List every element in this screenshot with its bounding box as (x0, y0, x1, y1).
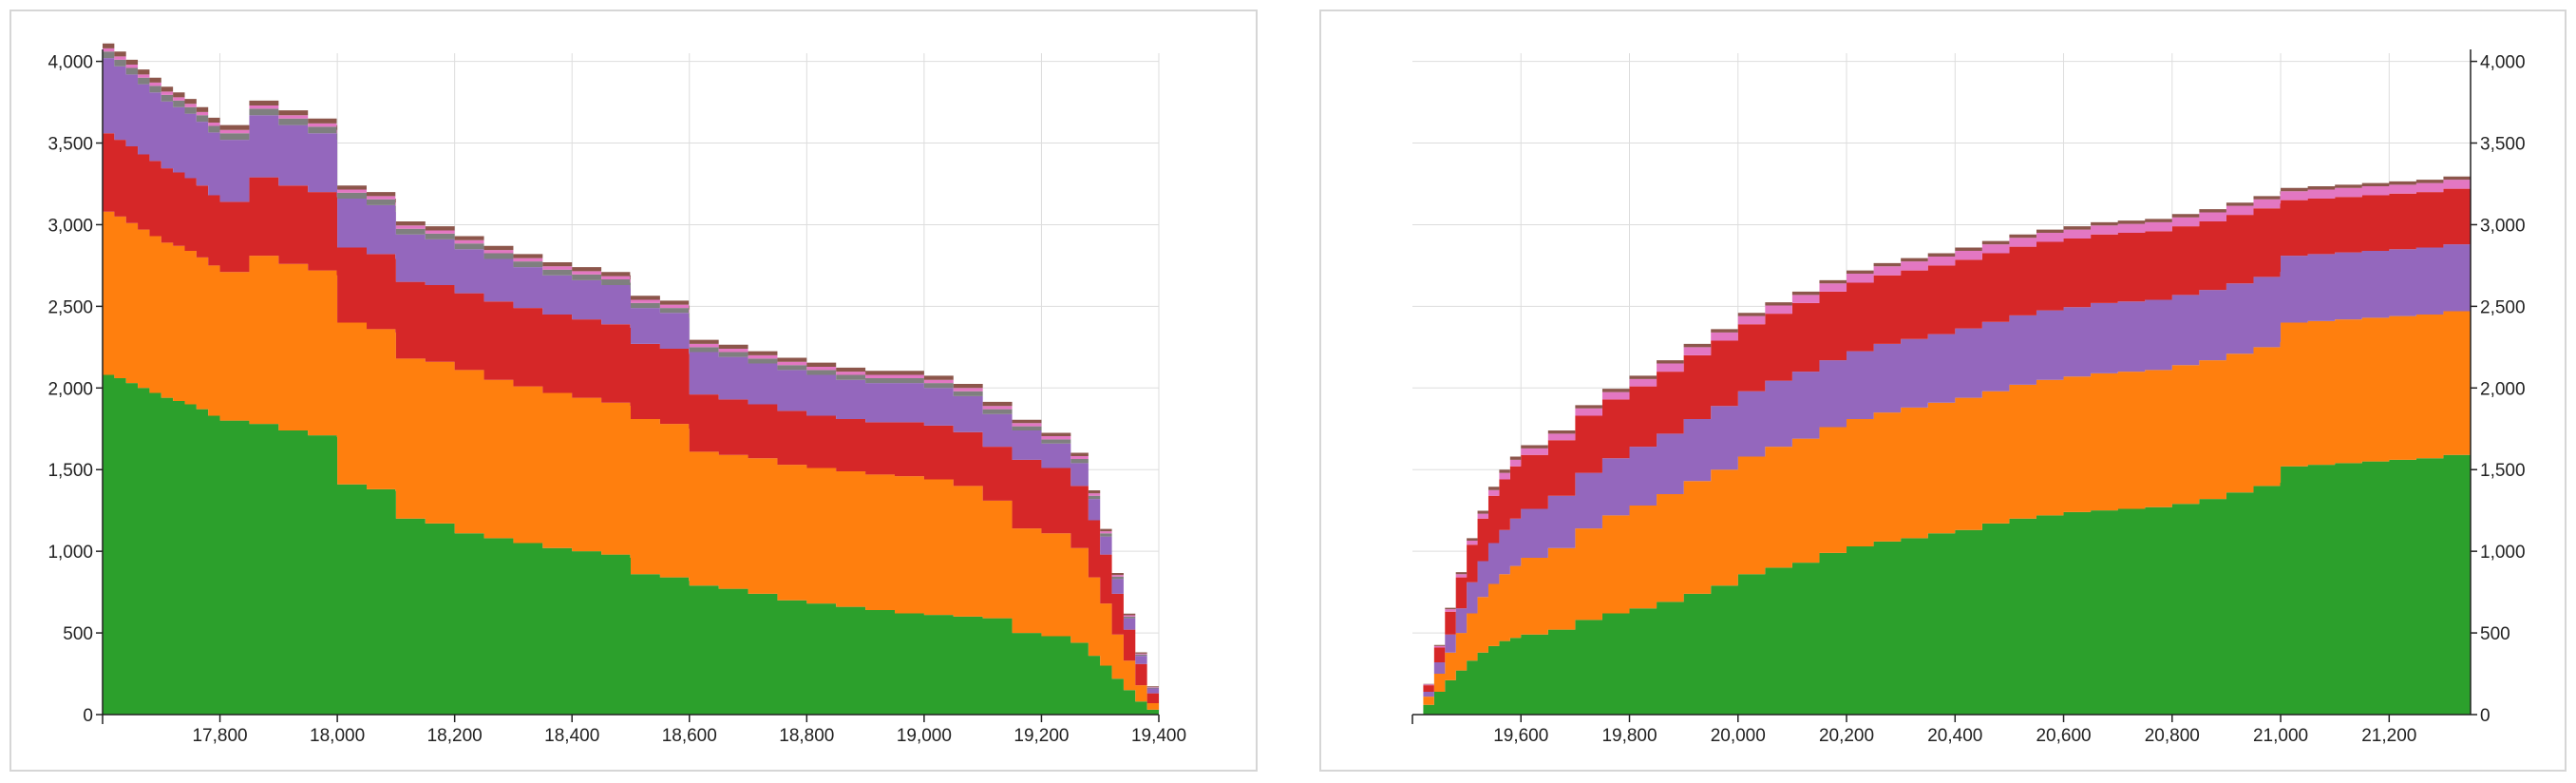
left-chart: 17,800 18,000 18,200 18,400 18,600 18,800 19,0… (47, 43, 1186, 746)
area-series-green (103, 374, 1159, 715)
x-tick-label: 19,200 (1013, 726, 1069, 746)
x-tick-label: 19,400 (1131, 726, 1186, 746)
area-series-orange (103, 211, 1159, 715)
x-tick-label: 18,600 (662, 726, 717, 746)
x-tick-label: 19,000 (897, 726, 952, 746)
y-tick-label: 1,000 (47, 543, 93, 563)
axes: 19,600 19,800 20,000 20,200 20,400 20,600 20,8… (1411, 49, 2526, 746)
area-series-pink (103, 48, 1159, 716)
area-series-red (103, 133, 1159, 716)
x-tick-label: 21,000 (2253, 726, 2308, 746)
stacked-areas (103, 43, 1159, 716)
y-tick-label: 1,500 (47, 461, 93, 481)
y-tick-label: 3,000 (47, 216, 93, 236)
right-chart: 19,600 19,800 20,000 20,200 20,400 20,600 20,8… (1411, 49, 2526, 746)
y-tick-label: 0 (2480, 706, 2491, 726)
area-series-orange (1412, 308, 2471, 715)
x-tick-label: 20,200 (1819, 726, 1874, 746)
y-tick-label: 3,500 (47, 135, 93, 155)
x-tick-label: 18,200 (427, 726, 483, 746)
y-tick-label: 0 (83, 706, 93, 726)
y-tick-label: 1,000 (2480, 543, 2526, 563)
y-tick-label: 2,000 (47, 379, 93, 399)
x-tick-label: 20,400 (1927, 726, 1982, 746)
stacked-areas (1412, 171, 2471, 716)
x-tick-label: 20,600 (2036, 726, 2091, 746)
y-tick-label: 500 (63, 624, 93, 644)
y-tick-label: 3,000 (2480, 216, 2526, 236)
x-tick-label: 18,000 (310, 726, 365, 746)
x-tick-label: 20,800 (2145, 726, 2200, 746)
x-tick-label: 19,600 (1493, 726, 1548, 746)
x-tick-label: 21,200 (2361, 726, 2416, 746)
y-tick-label: 3,500 (2480, 135, 2526, 155)
right-chart-panel: 19,600 19,800 20,000 20,200 20,400 20,600 20,8… (1319, 10, 2567, 772)
x-tick-label: 18,800 (779, 726, 834, 746)
y-tick-label: 1,500 (2480, 461, 2526, 481)
y-tick-label: 2,000 (2480, 379, 2526, 399)
y-tick-label: 4,000 (47, 53, 93, 73)
x-tick-label: 19,800 (1601, 726, 1657, 746)
area-series-red (1412, 183, 2471, 716)
y-tick-label: 500 (2480, 624, 2510, 644)
x-tick-label: 20,000 (1711, 726, 1766, 746)
y-tick-label: 4,000 (2480, 53, 2526, 73)
x-tick-label: 18,400 (544, 726, 599, 746)
area-series-brown (103, 43, 1159, 715)
y-tick-label: 2,500 (47, 297, 93, 317)
area-series-purple (1412, 240, 2471, 715)
left-chart-panel: 17,800 18,000 18,200 18,400 18,600 18,800 19,0… (9, 10, 1258, 772)
area-series-purple (103, 58, 1159, 715)
y-tick-label: 2,500 (2480, 297, 2526, 317)
axes: 17,800 18,000 18,200 18,400 18,600 18,800 19,0… (47, 49, 1186, 746)
x-tick-label: 17,800 (192, 726, 247, 746)
area-series-green (1412, 451, 2471, 715)
